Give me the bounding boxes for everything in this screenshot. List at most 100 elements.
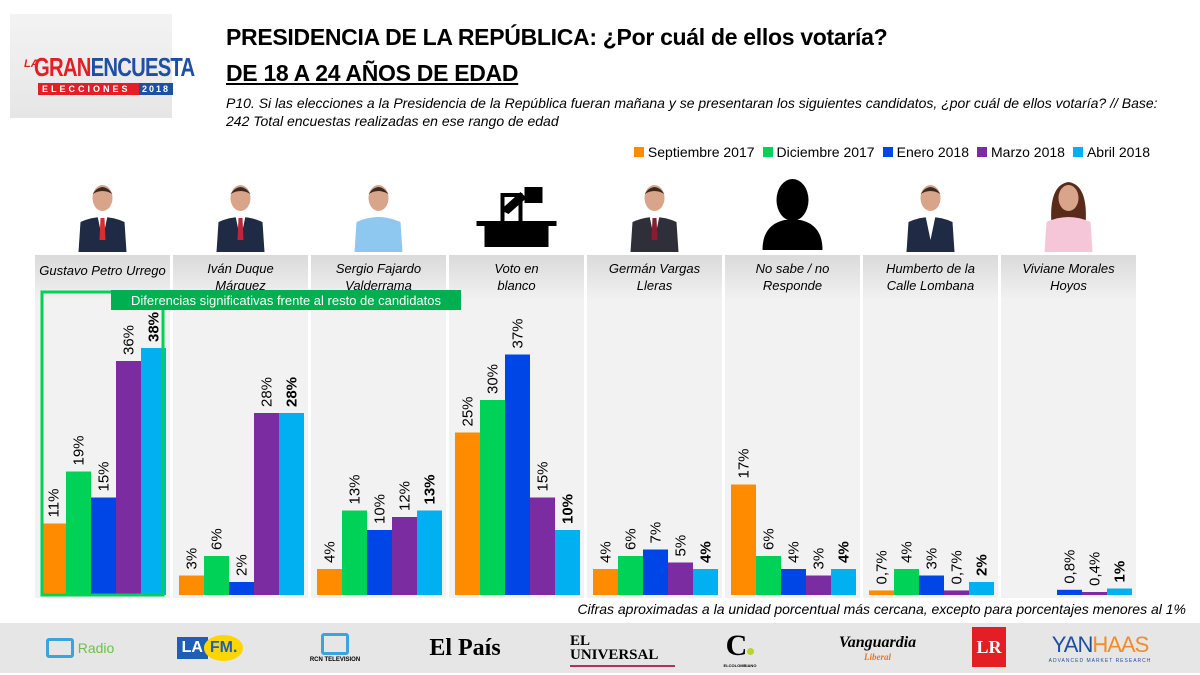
ballot-card bbox=[524, 187, 543, 203]
data-label: 37% bbox=[510, 318, 527, 348]
data-label: 7% bbox=[648, 522, 665, 544]
hair bbox=[92, 187, 113, 194]
logo-gran: GRAN bbox=[34, 52, 91, 82]
data-label: 4% bbox=[899, 541, 916, 563]
bar bbox=[317, 569, 342, 595]
legend-item: Enero 2018 bbox=[882, 144, 970, 160]
la-republica-logo: LR bbox=[972, 627, 1006, 667]
yanhaas-sub: ADVANCED MARKET RESEARCH bbox=[1048, 658, 1152, 664]
panel-header bbox=[587, 255, 722, 301]
panel-header bbox=[449, 255, 584, 301]
bar bbox=[1107, 588, 1132, 595]
el-universal-logo: EL UNIVERSAL bbox=[570, 631, 675, 667]
data-label: 36% bbox=[121, 325, 138, 355]
bar bbox=[944, 590, 969, 595]
significance-annotation-box bbox=[111, 290, 461, 310]
significance-annotation-text: Diferencias significativas frente al res… bbox=[131, 293, 441, 308]
data-label: 15% bbox=[535, 461, 552, 491]
legend-label: Septiembre 2017 bbox=[647, 144, 755, 160]
bar bbox=[455, 432, 480, 595]
data-label: 4% bbox=[698, 541, 715, 563]
yanhaas-logo: YANHAAS ADVANCED MARKET RESEARCH bbox=[1040, 631, 1160, 665]
torso bbox=[1044, 217, 1093, 252]
data-label: 1% bbox=[1112, 561, 1129, 583]
legend-label: Abril 2018 bbox=[1086, 144, 1150, 160]
category-label: Márquez bbox=[215, 278, 266, 293]
data-label: 2% bbox=[234, 554, 251, 576]
legend-item: Abril 2018 bbox=[1072, 144, 1150, 160]
face bbox=[1058, 185, 1079, 211]
data-label: 3% bbox=[811, 548, 828, 570]
bar bbox=[204, 556, 229, 595]
legend-swatch bbox=[633, 147, 644, 157]
legend-swatch bbox=[1072, 147, 1083, 157]
silhouette-head bbox=[776, 179, 809, 221]
bar bbox=[869, 590, 894, 595]
data-label: 25% bbox=[460, 396, 477, 426]
hair bbox=[368, 187, 389, 194]
el-colombiano-sub: ELCOLOMBIANO bbox=[723, 662, 757, 668]
data-label: 2% bbox=[974, 554, 991, 576]
logo-la: LA bbox=[24, 58, 39, 70]
bar bbox=[480, 400, 505, 595]
vanguardia-logo: Vanguardia Liberal bbox=[830, 631, 925, 665]
legend-item: Marzo 2018 bbox=[977, 144, 1065, 160]
category-panel: Gustavo Petro Urrego 11% 19% 15% 36% 38% bbox=[35, 185, 170, 598]
chart-title: PRESIDENCIA DE LA REPÚBLICA: ¿Por cuál d… bbox=[226, 24, 888, 50]
footnote: Cifras aproximadas a la unidad porcentua… bbox=[577, 601, 1186, 617]
ballot-box-body bbox=[484, 225, 549, 247]
data-label: 4% bbox=[322, 541, 339, 563]
data-label: 28% bbox=[259, 377, 276, 407]
data-label: 0,4% bbox=[1087, 552, 1104, 586]
rcn-radio-logo: Radio bbox=[30, 631, 130, 665]
bar bbox=[505, 354, 530, 595]
category-panel: Iván Duque Márquez 3% 6% 2% 28% 28% bbox=[173, 185, 308, 598]
bar bbox=[66, 471, 91, 595]
panel-header bbox=[863, 255, 998, 301]
data-label: 0,7% bbox=[949, 550, 966, 584]
bar bbox=[618, 556, 643, 595]
bar bbox=[668, 562, 693, 595]
bar bbox=[593, 569, 618, 595]
bar bbox=[555, 530, 580, 595]
bar bbox=[731, 484, 756, 595]
data-label: 19% bbox=[71, 435, 88, 465]
legend-label: Enero 2018 bbox=[896, 144, 970, 160]
torso bbox=[354, 217, 403, 252]
bar bbox=[781, 569, 806, 595]
category-label: Hoyos bbox=[1050, 278, 1087, 293]
logo-subtitle: ELECCIONES 2018 bbox=[38, 83, 173, 95]
yanhaas-haas: HAAS bbox=[1092, 632, 1149, 657]
candidate-photo bbox=[216, 185, 265, 252]
rcn-tv-logo: RCN TELEVISION bbox=[300, 631, 370, 665]
hair bbox=[644, 187, 665, 194]
hand bbox=[500, 192, 527, 214]
data-label: 10% bbox=[372, 494, 389, 524]
bar bbox=[254, 413, 279, 595]
legend-label: Marzo 2018 bbox=[991, 144, 1065, 160]
bar bbox=[1057, 589, 1082, 595]
bar bbox=[969, 582, 994, 595]
bar bbox=[530, 497, 555, 595]
legend-item: Diciembre 2017 bbox=[762, 144, 875, 160]
category-label: Voto en bbox=[494, 261, 538, 276]
rcn-radio-text: Radio bbox=[77, 640, 115, 656]
category-label: Valderrama bbox=[345, 278, 412, 293]
bar-chart: Gustavo Petro Urrego 11% 19% 15% 36% 38% Iván … bbox=[35, 179, 1136, 598]
category-label: Germán Vargas bbox=[609, 261, 701, 276]
vanguardia-sub: Liberal bbox=[864, 652, 891, 662]
vanguardia-text: Vanguardia bbox=[838, 634, 917, 651]
el-colombiano-c: C bbox=[726, 629, 755, 663]
survey-question: P10. Si las elecciones a la Presidencia … bbox=[226, 95, 1158, 129]
panel-header bbox=[1001, 255, 1136, 301]
dot-icon bbox=[747, 647, 755, 655]
candidate-photo bbox=[1044, 182, 1093, 252]
data-label: 6% bbox=[209, 528, 226, 550]
bar bbox=[392, 517, 417, 595]
category-panel: Germán Vargas Lleras 4% 6% 7% 5% 4% bbox=[587, 185, 722, 598]
data-label: 15% bbox=[96, 461, 113, 491]
panel-header bbox=[725, 255, 860, 301]
category-label: Sergio Fajardo bbox=[336, 261, 421, 276]
legend-swatch bbox=[762, 147, 773, 157]
category-label: Gustavo Petro Urrego bbox=[39, 263, 165, 278]
